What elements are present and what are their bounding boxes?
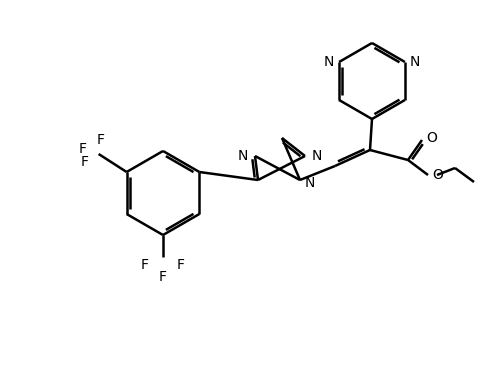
Text: N: N xyxy=(324,55,334,69)
Text: F: F xyxy=(78,142,86,156)
Text: N: N xyxy=(410,55,420,69)
Text: N: N xyxy=(305,176,316,190)
Text: F: F xyxy=(141,258,149,272)
Text: N: N xyxy=(238,149,248,163)
Text: F: F xyxy=(96,133,104,147)
Text: F: F xyxy=(80,155,88,169)
Text: N: N xyxy=(312,149,322,163)
Text: O: O xyxy=(432,168,443,182)
Text: F: F xyxy=(177,258,185,272)
Text: F: F xyxy=(159,270,167,284)
Text: O: O xyxy=(426,131,437,145)
